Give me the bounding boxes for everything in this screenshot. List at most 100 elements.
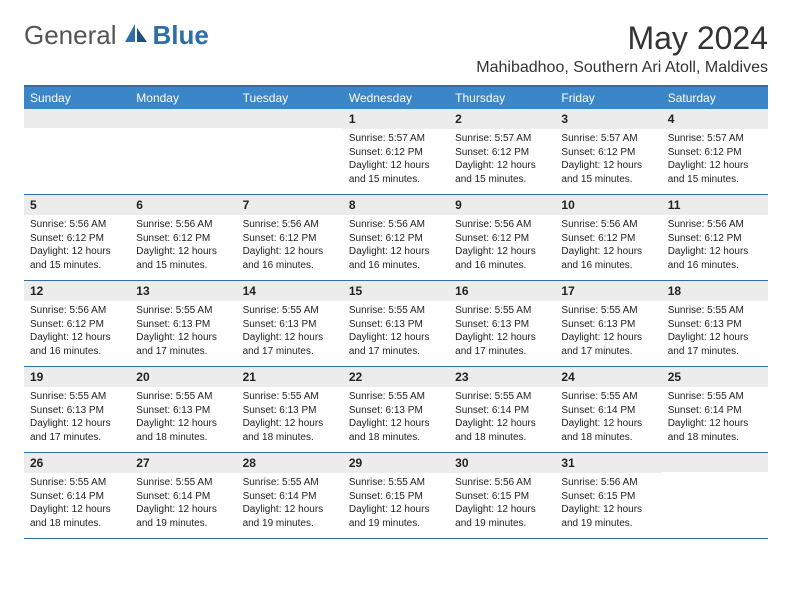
day-line-sr: Sunrise: 5:55 AM [349, 476, 443, 490]
day-details: Sunrise: 5:55 AMSunset: 6:15 PMDaylight:… [343, 473, 449, 538]
day-details: Sunrise: 5:55 AMSunset: 6:13 PMDaylight:… [130, 301, 236, 366]
calendar-week: 5Sunrise: 5:56 AMSunset: 6:12 PMDaylight… [24, 195, 768, 281]
day-line-sr: Sunrise: 5:56 AM [30, 218, 124, 232]
weekday-header: Friday [555, 87, 661, 109]
title-block: May 2024 Mahibadhoo, Southern Ari Atoll,… [476, 20, 768, 77]
day-line-d2: and 18 minutes. [668, 431, 762, 445]
day-line-sr: Sunrise: 5:55 AM [561, 390, 655, 404]
calendar-day: 8Sunrise: 5:56 AMSunset: 6:12 PMDaylight… [343, 195, 449, 280]
day-line-d1: Daylight: 12 hours [30, 331, 124, 345]
day-line-d1: Daylight: 12 hours [455, 245, 549, 259]
day-line-sr: Sunrise: 5:56 AM [455, 476, 549, 490]
day-line-sr: Sunrise: 5:56 AM [668, 218, 762, 232]
day-number: 5 [24, 195, 130, 215]
day-line-ss: Sunset: 6:12 PM [455, 232, 549, 246]
day-details: Sunrise: 5:55 AMSunset: 6:14 PMDaylight:… [130, 473, 236, 538]
day-number: 28 [237, 453, 343, 473]
day-line-sr: Sunrise: 5:55 AM [349, 304, 443, 318]
calendar-body: 1Sunrise: 5:57 AMSunset: 6:12 PMDaylight… [24, 109, 768, 539]
day-details: Sunrise: 5:55 AMSunset: 6:14 PMDaylight:… [555, 387, 661, 452]
day-number: 17 [555, 281, 661, 301]
day-number: 18 [662, 281, 768, 301]
day-line-d2: and 19 minutes. [455, 517, 549, 531]
calendar-day: 28Sunrise: 5:55 AMSunset: 6:14 PMDayligh… [237, 453, 343, 538]
day-line-d1: Daylight: 12 hours [349, 245, 443, 259]
day-line-d1: Daylight: 12 hours [349, 417, 443, 431]
day-line-sr: Sunrise: 5:55 AM [668, 304, 762, 318]
day-line-d2: and 17 minutes. [349, 345, 443, 359]
day-line-d2: and 17 minutes. [668, 345, 762, 359]
weekday-header: Monday [130, 87, 236, 109]
day-number: 19 [24, 367, 130, 387]
day-number: 29 [343, 453, 449, 473]
day-line-ss: Sunset: 6:13 PM [349, 404, 443, 418]
day-details: Sunrise: 5:55 AMSunset: 6:14 PMDaylight:… [24, 473, 130, 538]
day-line-ss: Sunset: 6:14 PM [561, 404, 655, 418]
day-details: Sunrise: 5:56 AMSunset: 6:15 PMDaylight:… [555, 473, 661, 538]
day-line-ss: Sunset: 6:13 PM [561, 318, 655, 332]
day-details [662, 472, 768, 526]
day-line-d1: Daylight: 12 hours [243, 417, 337, 431]
calendar-day: 12Sunrise: 5:56 AMSunset: 6:12 PMDayligh… [24, 281, 130, 366]
brand-general: General [24, 20, 117, 51]
day-line-ss: Sunset: 6:12 PM [243, 232, 337, 246]
calendar-day: 7Sunrise: 5:56 AMSunset: 6:12 PMDaylight… [237, 195, 343, 280]
day-line-d2: and 17 minutes. [243, 345, 337, 359]
day-line-ss: Sunset: 6:14 PM [136, 490, 230, 504]
day-line-ss: Sunset: 6:14 PM [668, 404, 762, 418]
day-line-d1: Daylight: 12 hours [455, 331, 549, 345]
day-line-ss: Sunset: 6:15 PM [455, 490, 549, 504]
day-line-sr: Sunrise: 5:57 AM [349, 132, 443, 146]
day-line-sr: Sunrise: 5:55 AM [243, 390, 337, 404]
day-line-ss: Sunset: 6:13 PM [668, 318, 762, 332]
day-details: Sunrise: 5:56 AMSunset: 6:12 PMDaylight:… [449, 215, 555, 280]
day-line-d2: and 18 minutes. [455, 431, 549, 445]
day-line-d2: and 15 minutes. [455, 173, 549, 187]
day-number [662, 453, 768, 472]
day-line-ss: Sunset: 6:12 PM [30, 318, 124, 332]
day-number: 30 [449, 453, 555, 473]
day-line-sr: Sunrise: 5:55 AM [243, 476, 337, 490]
day-line-d2: and 16 minutes. [561, 259, 655, 273]
day-line-d1: Daylight: 12 hours [136, 417, 230, 431]
day-line-d2: and 18 minutes. [349, 431, 443, 445]
calendar-week: 12Sunrise: 5:56 AMSunset: 6:12 PMDayligh… [24, 281, 768, 367]
day-line-d2: and 17 minutes. [561, 345, 655, 359]
calendar-day: 16Sunrise: 5:55 AMSunset: 6:13 PMDayligh… [449, 281, 555, 366]
day-line-d1: Daylight: 12 hours [668, 159, 762, 173]
day-details: Sunrise: 5:56 AMSunset: 6:12 PMDaylight:… [130, 215, 236, 280]
day-line-sr: Sunrise: 5:56 AM [136, 218, 230, 232]
day-details: Sunrise: 5:55 AMSunset: 6:13 PMDaylight:… [24, 387, 130, 452]
day-details: Sunrise: 5:55 AMSunset: 6:13 PMDaylight:… [555, 301, 661, 366]
day-line-d1: Daylight: 12 hours [243, 331, 337, 345]
day-details [130, 128, 236, 182]
day-line-d1: Daylight: 12 hours [136, 245, 230, 259]
day-line-d1: Daylight: 12 hours [455, 503, 549, 517]
day-line-d1: Daylight: 12 hours [349, 331, 443, 345]
day-line-d1: Daylight: 12 hours [30, 503, 124, 517]
day-line-d1: Daylight: 12 hours [243, 503, 337, 517]
day-line-d2: and 16 minutes. [668, 259, 762, 273]
calendar: SundayMondayTuesdayWednesdayThursdayFrid… [24, 85, 768, 539]
day-line-d2: and 16 minutes. [349, 259, 443, 273]
brand-blue: Blue [153, 20, 209, 51]
day-details: Sunrise: 5:55 AMSunset: 6:13 PMDaylight:… [130, 387, 236, 452]
brand-logo: General Blue [24, 20, 209, 51]
day-number: 31 [555, 453, 661, 473]
weekday-header: Saturday [662, 87, 768, 109]
calendar-day: 2Sunrise: 5:57 AMSunset: 6:12 PMDaylight… [449, 109, 555, 194]
day-line-d1: Daylight: 12 hours [561, 417, 655, 431]
day-line-ss: Sunset: 6:12 PM [561, 146, 655, 160]
day-line-ss: Sunset: 6:12 PM [349, 232, 443, 246]
day-line-ss: Sunset: 6:14 PM [455, 404, 549, 418]
calendar-day: 22Sunrise: 5:55 AMSunset: 6:13 PMDayligh… [343, 367, 449, 452]
day-line-ss: Sunset: 6:13 PM [136, 318, 230, 332]
day-details: Sunrise: 5:57 AMSunset: 6:12 PMDaylight:… [555, 129, 661, 194]
day-details [24, 128, 130, 182]
calendar-day-empty [662, 453, 768, 538]
day-line-d2: and 18 minutes. [243, 431, 337, 445]
day-number: 23 [449, 367, 555, 387]
calendar-day: 23Sunrise: 5:55 AMSunset: 6:14 PMDayligh… [449, 367, 555, 452]
sail-icon [123, 20, 149, 51]
calendar-day: 3Sunrise: 5:57 AMSunset: 6:12 PMDaylight… [555, 109, 661, 194]
